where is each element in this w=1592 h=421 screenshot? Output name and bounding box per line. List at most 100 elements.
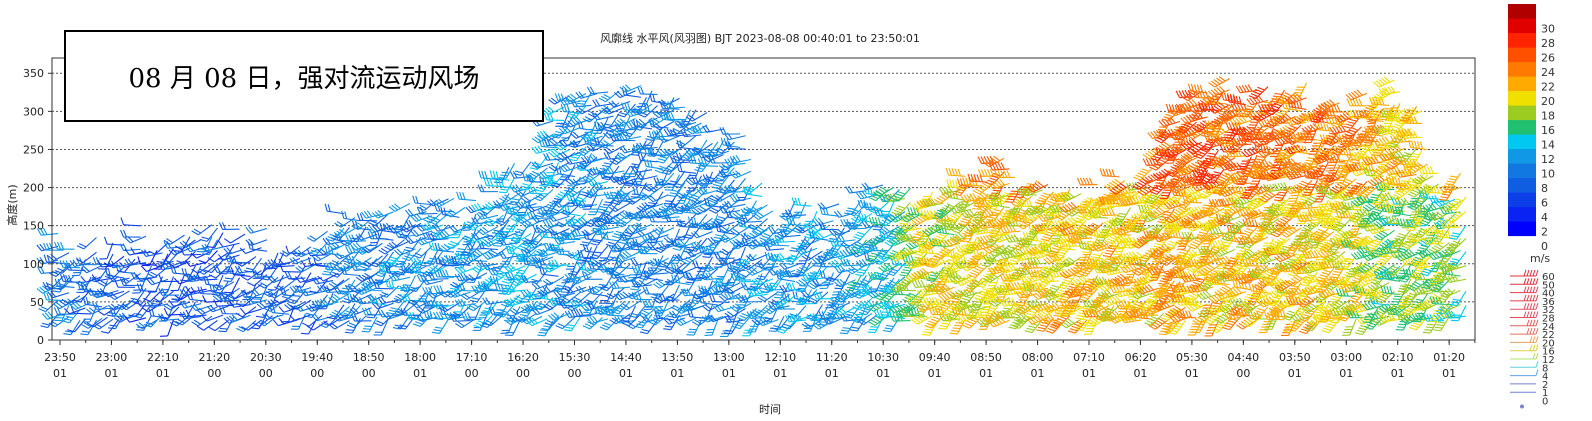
barb-feather <box>228 315 236 322</box>
wind-barb <box>124 235 147 244</box>
barb-feather <box>201 236 210 240</box>
barb-feather <box>163 307 169 316</box>
wind-barb <box>179 300 202 309</box>
barb-feather <box>631 265 636 274</box>
wind-barb <box>213 265 235 273</box>
wind-barb <box>63 307 86 315</box>
barb-feather <box>388 206 396 212</box>
barb-staff <box>283 317 301 325</box>
wind-barb <box>239 247 262 255</box>
wind-barb <box>99 242 114 260</box>
barb-feather <box>44 285 52 289</box>
barb-feather <box>244 269 252 273</box>
wind-barb <box>136 298 158 307</box>
wind-barb <box>245 238 268 247</box>
wind-barb <box>63 320 81 336</box>
wind-barb <box>67 318 86 333</box>
wind-barb <box>136 283 158 292</box>
wind-barb <box>244 258 262 273</box>
barb-feather <box>203 276 207 285</box>
wind-barb <box>163 300 185 311</box>
wind-barb <box>36 285 59 294</box>
wind-barb <box>498 163 515 179</box>
barb-feather <box>107 327 116 330</box>
barb-feather <box>165 260 172 267</box>
barb-feather <box>675 152 680 160</box>
barb-feather <box>83 318 92 320</box>
wind-barb <box>163 234 185 245</box>
barb-feather <box>80 333 88 336</box>
wind-barb <box>432 197 455 208</box>
barb-feather <box>69 304 76 310</box>
barb-feather <box>43 292 48 301</box>
barb-feather <box>65 260 70 268</box>
barb-feather <box>78 280 86 286</box>
barb-feather <box>356 213 361 221</box>
barb-feather <box>253 288 260 296</box>
barb-feather <box>102 290 109 297</box>
barb-feather <box>71 274 80 277</box>
barb-feather <box>669 155 675 164</box>
barb-feather <box>118 313 125 320</box>
barb-feather <box>179 279 188 282</box>
barb-feather <box>652 94 656 102</box>
barb-staff <box>85 276 103 283</box>
barb-feather <box>54 278 59 287</box>
barb-feather <box>624 102 628 111</box>
barb-feather <box>135 313 144 317</box>
barb-staff <box>200 278 218 281</box>
barb-feather <box>94 322 102 328</box>
barb-feather <box>65 262 70 271</box>
barb-feather <box>57 267 65 272</box>
barb-feather <box>677 275 681 284</box>
barb-feather <box>221 222 227 230</box>
wind-barb <box>86 305 108 315</box>
wind-barb <box>80 264 103 274</box>
barb-feather <box>679 164 683 172</box>
barb-feather <box>64 330 73 333</box>
wind-barb <box>224 277 240 294</box>
wind-barb <box>649 93 669 105</box>
barb-feather <box>226 316 233 323</box>
barb-feather <box>264 305 273 308</box>
barb-feather <box>57 278 62 287</box>
barb-feather <box>54 241 59 250</box>
barb-feather <box>146 278 153 286</box>
barb-feather <box>124 237 131 244</box>
wind-barb <box>98 275 119 287</box>
barb-feather <box>203 250 211 253</box>
barb-feather <box>108 304 115 311</box>
wind-barb <box>529 155 548 171</box>
barb-feather <box>110 274 117 282</box>
wind-barb <box>36 227 59 236</box>
wind-barb <box>680 288 702 297</box>
barb-staff <box>189 288 207 294</box>
barb-feather <box>212 285 220 291</box>
wind-barb <box>76 251 97 264</box>
barb-feather <box>133 271 139 280</box>
wind-barb <box>198 250 218 264</box>
barb-staff <box>247 319 262 331</box>
barb-feather <box>170 301 178 303</box>
wind-barb <box>141 250 158 267</box>
barb-feather <box>186 291 191 300</box>
wind-barb <box>118 260 141 269</box>
barb-staff <box>245 247 262 255</box>
barb-feather <box>108 294 116 301</box>
barb-feather <box>193 303 200 311</box>
wind-barb <box>229 290 251 300</box>
barb-feather <box>208 290 217 292</box>
barb-feather <box>189 292 194 300</box>
barb-feather <box>40 325 48 329</box>
barb-feather <box>462 192 466 200</box>
barb-feather <box>39 257 45 264</box>
barb-feather <box>412 195 416 204</box>
barb-feather <box>109 324 118 327</box>
barb-feather <box>80 267 88 274</box>
barb-feather <box>76 258 84 264</box>
barb-feather <box>77 281 81 289</box>
barb-feather <box>238 325 246 331</box>
barb-feather <box>223 248 230 255</box>
wind-barb <box>186 265 202 282</box>
